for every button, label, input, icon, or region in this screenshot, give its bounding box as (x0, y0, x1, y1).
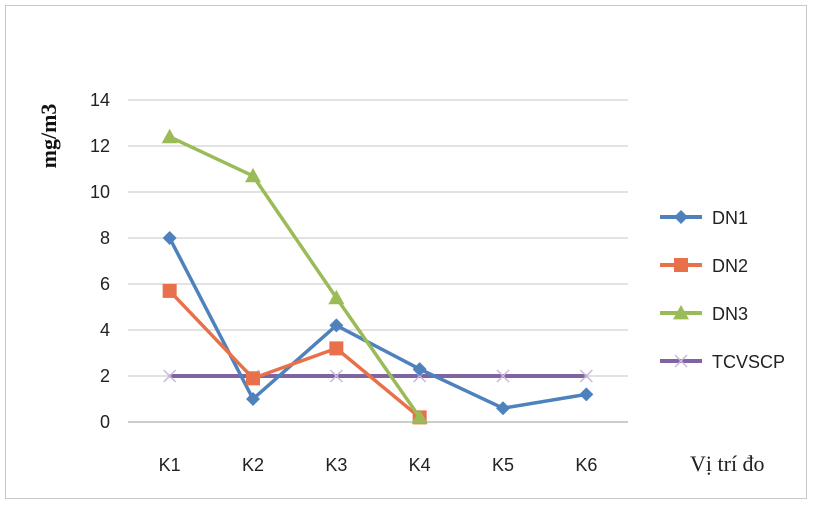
series-dn3 (161, 128, 428, 424)
chart-frame (5, 5, 807, 499)
x-tick-label: K1 (159, 455, 181, 475)
y-tick-label: 2 (100, 366, 110, 386)
series-dn2 (162, 283, 427, 425)
data-point-tcvscp (329, 369, 343, 383)
y-tick-label: 12 (90, 136, 110, 156)
legend-label: DN3 (712, 304, 748, 324)
y-tick-label: 8 (100, 228, 110, 248)
data-point-dn1 (246, 392, 260, 406)
data-point-dn1 (496, 401, 510, 416)
gridlines (128, 99, 628, 423)
x-tick-labels: K1 K2 K3 K4 K5 K6 (159, 455, 598, 475)
data-point-dn1 (412, 362, 427, 377)
data-point-dn1 (329, 318, 344, 333)
y-tick-label: 10 (90, 182, 110, 202)
data-point-dn3 (245, 167, 261, 183)
x-tick-label: K5 (492, 455, 514, 475)
x-tick-label: K2 (242, 455, 264, 475)
y-tick-label: 4 (100, 320, 110, 340)
x-tick-label: K3 (325, 455, 347, 475)
data-point-dn3 (328, 289, 345, 305)
legend-label: DN1 (712, 208, 748, 228)
legend-item-dn1: DN1 (660, 208, 748, 228)
series-line-dn3 (168, 135, 422, 419)
y-tick-label: 6 (100, 274, 110, 294)
legend-marker (674, 354, 688, 368)
legend-item-tcvscp: TCVSCP (660, 352, 785, 372)
series-layer (161, 128, 594, 425)
legend-marker (673, 305, 689, 320)
data-point-dn3 (161, 128, 178, 144)
data-point-dn2 (329, 341, 344, 356)
legend-label: DN2 (712, 256, 748, 276)
series-tcvscp (163, 369, 593, 383)
data-point-dn2 (246, 371, 260, 386)
series-line-dn1 (168, 237, 587, 410)
legend: DN1 DN2 DN3 TCVSCP (660, 208, 785, 372)
data-point-tcvscp (579, 369, 593, 383)
y-axis-label: mg/m3 (36, 104, 61, 169)
data-point-dn1 (162, 231, 177, 245)
y-tick-label: 14 (90, 90, 110, 110)
x-axis-label: Vị trí đo (690, 451, 765, 476)
x-tick-label: K6 (575, 455, 597, 475)
legend-marker (674, 210, 688, 224)
data-point-dn2 (162, 283, 177, 298)
legend-item-dn3: DN3 (660, 304, 748, 324)
legend-label: TCVSCP (712, 352, 785, 372)
legend-marker (674, 258, 688, 272)
y-tick-labels: 0 2 4 6 8 10 12 14 (90, 90, 110, 432)
series-line-dn2 (168, 289, 421, 419)
data-point-tcvscp (163, 369, 177, 383)
data-point-dn1 (579, 387, 594, 402)
y-tick-label: 0 (100, 412, 110, 432)
data-point-dn3 (411, 409, 428, 424)
legend-item-dn2: DN2 (660, 256, 748, 276)
series-dn1 (162, 231, 594, 416)
data-point-tcvscp (496, 369, 510, 383)
x-tick-label: K4 (409, 455, 431, 475)
